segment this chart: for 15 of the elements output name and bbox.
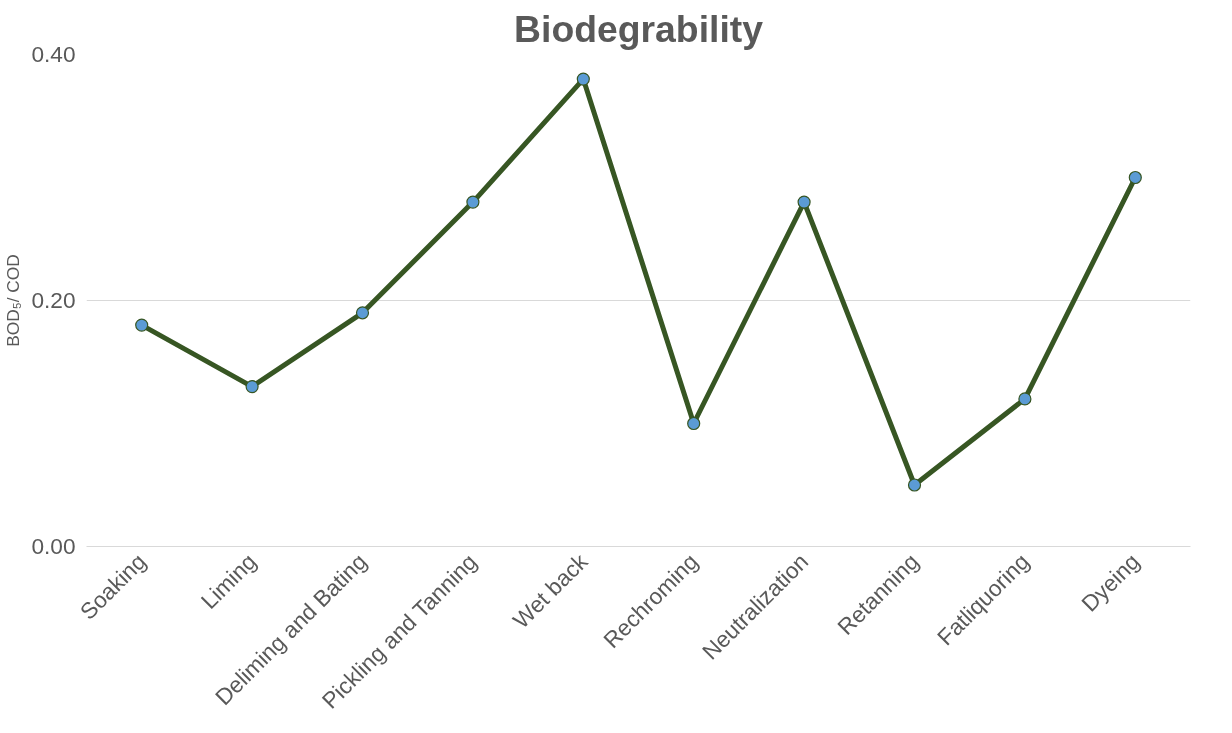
point (1018, 392, 1032, 406)
point (576, 72, 590, 86)
y-tick-label: 0.40 (31, 41, 76, 67)
y-tick-label: 0.00 (31, 533, 76, 559)
point (687, 416, 701, 431)
point (907, 478, 922, 492)
y-tick-label: 0.20 (31, 287, 76, 313)
point (355, 306, 370, 320)
point (245, 380, 259, 394)
point (1128, 170, 1142, 185)
point (797, 195, 811, 209)
point (466, 195, 480, 209)
point (135, 318, 149, 332)
chart-title: Biodegrability (514, 7, 764, 50)
y-axis-title: BOD₅/ COD (3, 254, 24, 347)
